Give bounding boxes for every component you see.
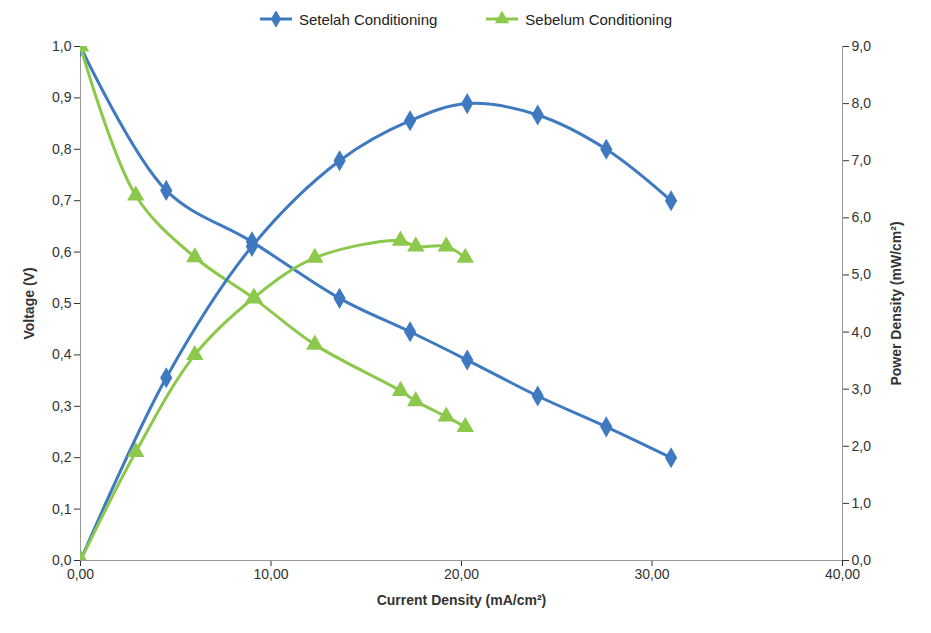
svg-text:0,7: 0,7 [52, 192, 72, 208]
svg-text:0,0: 0,0 [52, 552, 72, 568]
svg-text:4,0: 4,0 [852, 324, 872, 340]
svg-text:7,0: 7,0 [852, 152, 872, 168]
svg-text:0,4: 0,4 [52, 346, 72, 362]
svg-text:8,0: 8,0 [852, 95, 872, 111]
svg-text:0,0: 0,0 [852, 552, 872, 568]
svg-text:0,6: 0,6 [52, 244, 72, 260]
svg-text:20,00: 20,00 [444, 566, 479, 582]
svg-text:Power Density (mW/cm²): Power Density (mW/cm²) [888, 221, 904, 385]
svg-text:6,0: 6,0 [852, 209, 872, 225]
svg-text:1,0: 1,0 [852, 495, 872, 511]
svg-text:10,00: 10,00 [253, 566, 288, 582]
svg-text:1,0: 1,0 [52, 38, 72, 54]
html-text:Setelah Conditioning: Setelah Conditioning [298, 10, 438, 28]
svg-text:5,0: 5,0 [852, 266, 872, 282]
svg-text:2,0: 2,0 [852, 438, 872, 454]
svg-text:0,1: 0,1 [52, 501, 72, 517]
svg-text:0,2: 0,2 [52, 449, 72, 465]
svg-text:0,8: 0,8 [52, 141, 72, 157]
svg-text:0,3: 0,3 [52, 398, 72, 414]
svg-text:30,00: 30,00 [634, 566, 669, 582]
svg-text:3,0: 3,0 [852, 381, 872, 397]
svg-text:9,0: 9,0 [852, 38, 872, 54]
svg-text:Voltage (V): Voltage (V) [21, 267, 37, 339]
svg-text:0,5: 0,5 [52, 295, 72, 311]
svg-text:0,00: 0,00 [67, 566, 94, 582]
svg-text:0,9: 0,9 [52, 89, 72, 105]
svg-text:40,00: 40,00 [825, 566, 860, 582]
html-text:Sebelum Conditioning: Sebelum Conditioning [525, 10, 673, 28]
svg-text:Current Density (mA/cm²): Current Density (mA/cm²) [377, 592, 547, 608]
